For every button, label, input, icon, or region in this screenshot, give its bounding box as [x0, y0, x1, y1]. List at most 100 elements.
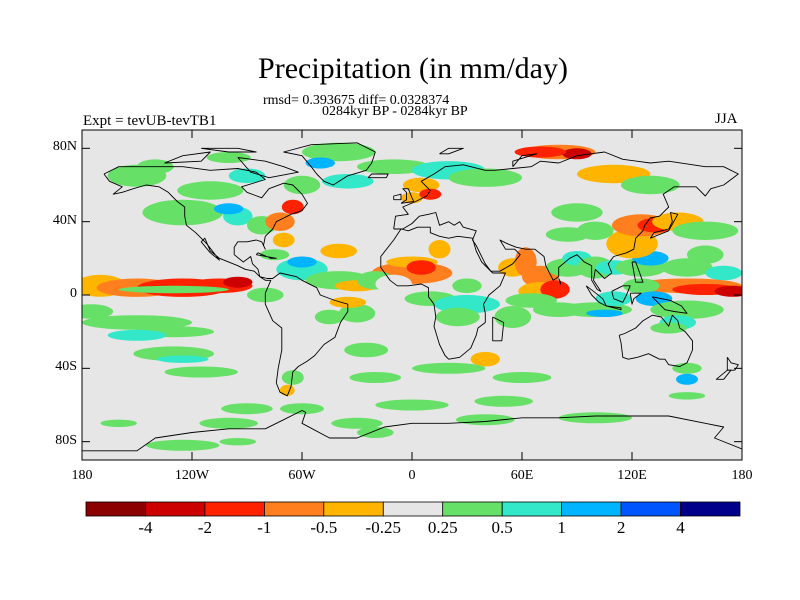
anomaly-patch	[650, 322, 687, 334]
anomaly-patch	[331, 417, 383, 429]
anomaly-patch	[344, 342, 389, 358]
anomaly-patch	[714, 285, 742, 297]
y-tick-label: 80S	[55, 432, 77, 448]
axis-ticks	[81, 130, 743, 460]
colorbar-label: -1	[257, 518, 272, 537]
anomaly-patch	[164, 366, 238, 378]
anomaly-patch	[452, 278, 482, 294]
anomaly-patch	[214, 203, 244, 215]
coastline	[558, 278, 561, 285]
anomaly-patch	[100, 419, 137, 427]
coastline	[164, 151, 211, 164]
coastline	[629, 292, 642, 305]
anomaly-patch	[82, 315, 192, 330]
anomaly-patch	[375, 274, 413, 294]
anomaly-patch	[280, 384, 295, 396]
x-tick-label: 180	[731, 468, 753, 483]
anomaly-patch	[562, 148, 592, 160]
anomaly-patch	[558, 412, 632, 424]
anomaly-patch	[375, 399, 449, 411]
anomaly-patch	[402, 177, 440, 193]
coastline	[237, 157, 299, 179]
anomaly-patch	[281, 199, 304, 215]
colorbar-swatch	[620, 501, 681, 517]
anomaly-patch	[687, 245, 724, 264]
anomaly-patch	[82, 304, 114, 319]
coastline	[380, 226, 506, 360]
anomaly-patch	[621, 175, 680, 195]
colorbar-swatch	[382, 501, 444, 517]
y-tick-label: 40N	[52, 212, 77, 228]
anomaly-patch	[157, 355, 209, 363]
colorbar-swatch	[204, 501, 265, 517]
colorbar-swatch	[561, 501, 622, 517]
anomaly-patch	[551, 203, 603, 222]
x-tick-label: 180	[71, 468, 93, 483]
coastline	[255, 252, 277, 259]
coastline	[103, 166, 349, 397]
y-tick-label: 40S	[55, 359, 77, 375]
colorbar-label: -2	[197, 518, 212, 537]
anomaly-patch	[259, 249, 290, 261]
colorbar-swatch	[501, 501, 563, 517]
coastline	[82, 410, 742, 452]
coastline	[393, 193, 402, 201]
period-label: 0284kyr BP - 0284kyr BP	[322, 104, 468, 119]
colorbar-label: 2	[616, 518, 626, 537]
colorbar-swatch	[145, 501, 206, 517]
coastline	[283, 142, 376, 186]
colorbar	[85, 501, 741, 517]
anomaly-patch	[223, 276, 253, 288]
anomaly-patch	[305, 157, 335, 169]
colorbar-swatch	[263, 501, 325, 517]
coastline	[631, 261, 644, 283]
anomaly-patch	[668, 392, 706, 400]
coastline	[393, 151, 739, 292]
anomaly-patch	[650, 300, 724, 319]
anomaly-patch	[435, 307, 480, 327]
x-tick-label: 120W	[174, 468, 210, 483]
colorbar-label: 1	[557, 518, 566, 537]
anomaly-patch	[199, 417, 258, 429]
y-tick-label: 80N	[52, 139, 77, 155]
coastline	[439, 147, 464, 155]
colorbar-swatch	[85, 501, 146, 517]
x-tick-label: 120E	[617, 468, 647, 483]
coastline	[367, 173, 389, 179]
anomaly-patch	[118, 285, 229, 294]
colorbar-label: -0.5	[310, 518, 338, 537]
anomaly-patch	[406, 260, 436, 275]
anomaly-patch	[540, 280, 570, 299]
anomaly-patch	[705, 265, 742, 281]
coastline	[726, 357, 739, 371]
anomaly-patch	[349, 372, 401, 383]
anomaly-patch	[322, 174, 374, 189]
anomaly-patch	[470, 351, 500, 367]
anomaly-patch	[206, 152, 251, 163]
anomaly-patch	[302, 142, 376, 162]
anomaly-patch	[177, 181, 244, 200]
x-tick-label: 0	[408, 468, 416, 483]
anomaly-patch	[586, 309, 623, 317]
coastline	[492, 316, 505, 342]
coastline	[651, 296, 688, 314]
coastline	[618, 314, 693, 367]
coastline	[606, 305, 622, 311]
anomaly-patch	[676, 373, 698, 385]
anomaly-patch	[280, 403, 324, 415]
anomaly-patch	[428, 240, 451, 259]
anomaly-patch	[357, 427, 394, 438]
coastlines	[82, 142, 742, 452]
anomaly-patch	[281, 370, 304, 385]
colorbar-swatch	[680, 501, 741, 517]
y-tick-label: 0	[70, 286, 77, 301]
season-label: JJA	[715, 111, 738, 127]
anomaly-patch	[672, 221, 739, 240]
anomaly-patch	[320, 243, 358, 259]
colorbar-label: -4	[138, 518, 153, 537]
anomaly-patch	[314, 309, 345, 325]
x-tick-label: 60E	[510, 468, 534, 483]
coastline	[715, 369, 732, 380]
anomaly-patch	[494, 306, 532, 328]
